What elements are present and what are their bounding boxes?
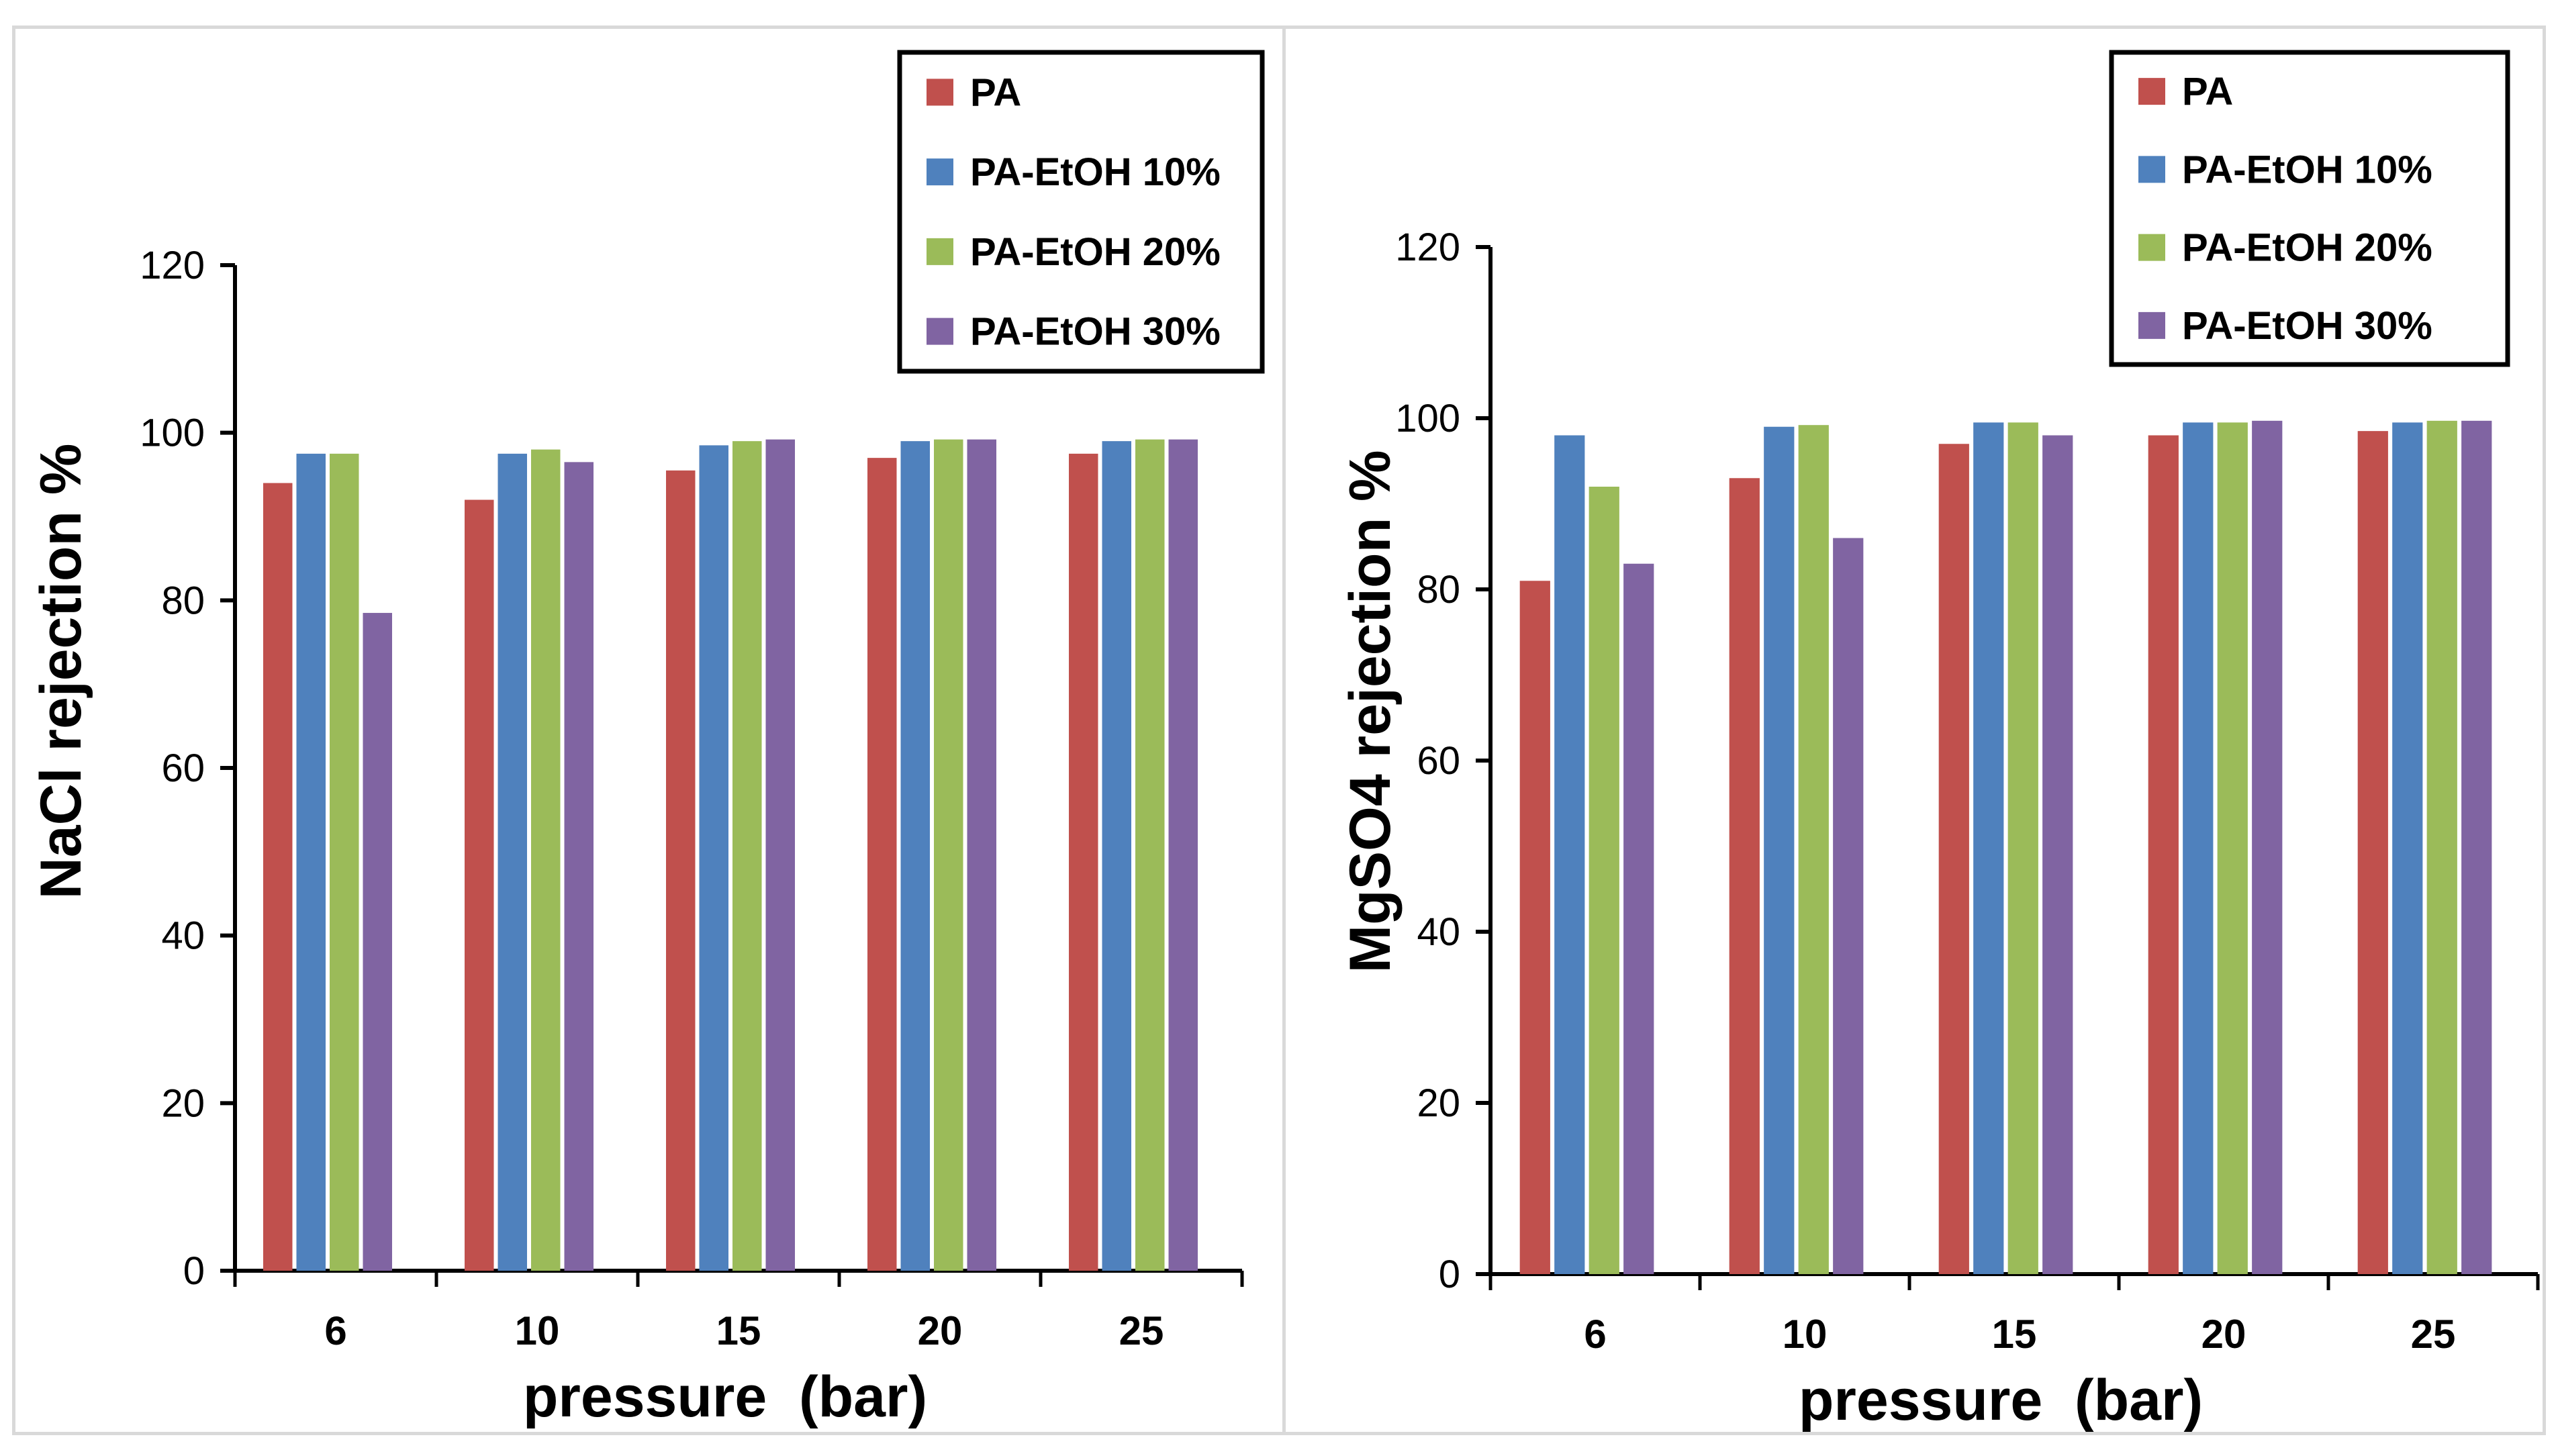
bar-pa-15 — [1938, 444, 1969, 1274]
bar-pa-etoh-10--6 — [1554, 435, 1585, 1274]
bar-pa-25 — [2357, 431, 2388, 1274]
legend-label: PA-EtOH 10% — [970, 150, 1221, 194]
legend-label: PA-EtOH 30% — [2182, 304, 2432, 348]
bar-pa-etoh-20--6 — [330, 453, 359, 1271]
legend: PA PA-EtOH 10% PA-EtOH 20% PA-EtOH 30% — [2109, 50, 2510, 367]
bar-pa-15 — [666, 470, 696, 1271]
x-tick-label: 25 — [2411, 1312, 2456, 1357]
y-tick-label: 60 — [161, 746, 205, 790]
bar-pa-10 — [465, 499, 494, 1271]
x-tick-label: 25 — [1119, 1308, 1164, 1353]
y-tick-label: 0 — [1439, 1253, 1460, 1296]
bar-pa-20 — [867, 458, 897, 1271]
bar-pa-10 — [1729, 478, 1760, 1274]
legend-swatch — [927, 79, 953, 106]
bar-pa-etoh-20--15 — [732, 441, 762, 1271]
x-tick-label: 10 — [515, 1308, 560, 1353]
legend-label: PA-EtOH 10% — [2182, 148, 2432, 191]
x-tick-label: 20 — [2201, 1312, 2246, 1357]
y-tick-label: 20 — [1417, 1081, 1460, 1125]
bar-pa-etoh-20--15 — [2007, 422, 2038, 1274]
bar-pa-etoh-20--6 — [1589, 487, 1619, 1274]
y-tick-label: 100 — [1395, 397, 1460, 440]
legend-box — [897, 50, 1265, 374]
y-tick-label: 40 — [1417, 910, 1460, 954]
bar-pa-6 — [1519, 581, 1550, 1274]
legend-box — [2109, 50, 2510, 367]
bar-pa-etoh-10--15 — [699, 445, 728, 1271]
x-tick-label: 6 — [324, 1308, 346, 1353]
bar-pa-6 — [263, 483, 293, 1271]
bar-pa-etoh-30--6 — [1623, 563, 1654, 1274]
bar-pa-etoh-20--25 — [2426, 420, 2457, 1275]
bar-pa-etoh-20--10 — [1798, 425, 1829, 1275]
bar-pa-etoh-30--25 — [2461, 420, 2492, 1275]
legend-swatch — [2138, 156, 2165, 183]
legend-swatch — [2138, 78, 2165, 105]
y-tick-label: 80 — [161, 579, 205, 622]
legend: PA PA-EtOH 10% PA-EtOH 20% PA-EtOH 30% — [897, 50, 1265, 374]
bar-pa-etoh-10--10 — [498, 453, 527, 1271]
legend-label: PA-EtOH 20% — [2182, 226, 2432, 270]
bar-pa-etoh-30--20 — [2252, 420, 2283, 1275]
bar-pa-etoh-30--15 — [2042, 435, 2073, 1274]
y-tick-label: 40 — [161, 914, 205, 958]
y-tick-label: 100 — [140, 411, 205, 455]
legend-label: PA — [970, 70, 1021, 114]
legend-swatch — [927, 238, 953, 265]
bar-pa-etoh-10--15 — [1973, 422, 2004, 1274]
x-axis-title: pressure (bar) — [523, 1365, 927, 1429]
legend-swatch — [2138, 311, 2165, 339]
legend-swatch — [2138, 234, 2165, 261]
chart-0: 0 20 40 60 80 100 120 6 10 15 20 25 NaCl rejection %… — [29, 50, 1265, 1429]
bar-pa-etoh-20--25 — [1135, 439, 1165, 1271]
bar-pa-etoh-30--20 — [967, 439, 996, 1271]
y-tick-label: 120 — [1395, 226, 1460, 269]
x-axis-title: pressure (bar) — [1799, 1368, 2203, 1433]
x-tick-label: 15 — [716, 1308, 761, 1353]
bar-pa-etoh-10--25 — [2392, 422, 2423, 1274]
bar-pa-etoh-10--20 — [900, 441, 930, 1271]
bar-pa-20 — [2148, 435, 2179, 1274]
legend-label: PA-EtOH 20% — [970, 230, 1221, 274]
bar-pa-etoh-20--20 — [2217, 422, 2248, 1274]
x-tick-label: 20 — [918, 1308, 963, 1353]
bar-pa-etoh-30--15 — [765, 439, 795, 1271]
bar-pa-etoh-30--6 — [363, 613, 392, 1271]
y-tick-label: 60 — [1417, 739, 1460, 783]
legend-swatch — [927, 318, 953, 345]
bar-pa-etoh-10--20 — [2183, 422, 2214, 1274]
bar-pa-etoh-10--10 — [1764, 426, 1795, 1274]
bar-pa-etoh-10--6 — [296, 453, 326, 1271]
chart-1: 0 20 40 60 80 100 120 6 10 15 20 25 MgSO4 rejection … — [1338, 50, 2540, 1433]
y-tick-label: 120 — [140, 244, 205, 287]
legend-swatch — [927, 158, 953, 186]
y-axis-title: MgSO4 rejection % — [1338, 450, 1403, 973]
bar-pa-etoh-20--20 — [934, 439, 963, 1271]
bar-pa-etoh-10--25 — [1102, 441, 1131, 1271]
bar-pa-25 — [1069, 453, 1098, 1271]
x-tick-label: 15 — [1992, 1312, 2037, 1357]
y-tick-label: 80 — [1417, 568, 1460, 612]
y-tick-label: 0 — [183, 1249, 205, 1293]
bar-pa-etoh-20--10 — [531, 449, 561, 1271]
bar-pa-etoh-30--10 — [1833, 538, 1864, 1274]
x-tick-label: 6 — [1584, 1312, 1606, 1357]
y-axis-title: NaCl rejection % — [29, 444, 93, 900]
legend-label: PA-EtOH 30% — [970, 310, 1221, 354]
x-tick-label: 10 — [1783, 1312, 1828, 1357]
legend-label: PA — [2182, 70, 2233, 113]
bar-pa-etoh-30--25 — [1168, 439, 1198, 1271]
bar-pa-etoh-30--10 — [564, 462, 594, 1271]
y-tick-label: 20 — [161, 1081, 205, 1125]
